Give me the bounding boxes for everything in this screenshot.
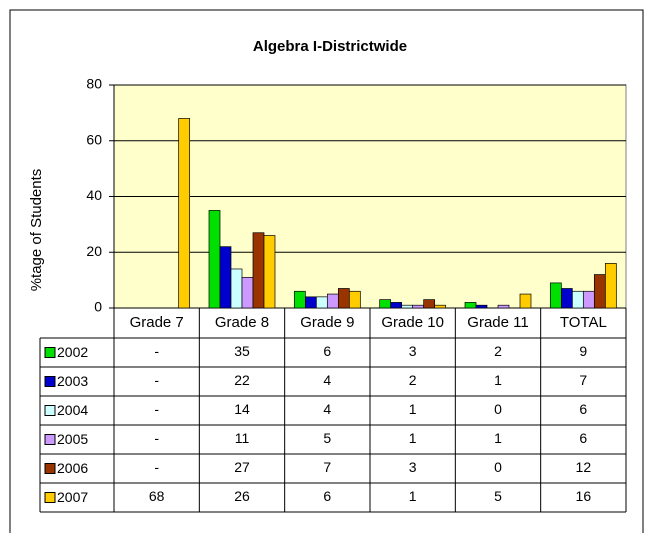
bar — [230, 268, 243, 309]
table-cell: 7 — [323, 459, 331, 475]
bar — [571, 290, 584, 309]
table-cell: 6 — [323, 488, 331, 504]
table-cell: 2 — [409, 372, 417, 388]
table-cell: 1 — [409, 430, 417, 446]
table-cell: - — [154, 343, 159, 359]
table-cell: 4 — [323, 401, 331, 417]
table-cell: 27 — [234, 459, 250, 475]
table-cell: 68 — [149, 488, 165, 504]
table-cell: - — [154, 372, 159, 388]
legend-label: 2002 — [57, 344, 88, 360]
x-tick-label: Grade 10 — [381, 314, 444, 331]
table-cell: 1 — [409, 488, 417, 504]
bar — [497, 304, 510, 309]
table-cell: 12 — [576, 459, 592, 475]
bar — [475, 304, 488, 309]
table-cell: 0 — [494, 459, 502, 475]
x-tick-label: Grade 11 — [467, 314, 528, 331]
legend-swatch — [44, 434, 56, 445]
bar — [337, 288, 350, 309]
bar — [582, 290, 595, 309]
table-cell: 6 — [323, 343, 331, 359]
table-cell: - — [154, 401, 159, 417]
bar — [315, 296, 328, 309]
bar — [241, 276, 254, 309]
bar — [412, 304, 425, 309]
bar — [379, 299, 392, 309]
legend-label: 2007 — [57, 489, 88, 505]
legend-label: 2003 — [57, 373, 88, 389]
bar — [549, 282, 562, 309]
bar — [401, 304, 414, 309]
table-cell: 4 — [323, 372, 331, 388]
y-tick-label: 40 — [86, 187, 102, 203]
table-cell: 16 — [576, 488, 592, 504]
table-cell: 3 — [409, 459, 417, 475]
legend-swatch — [44, 463, 56, 474]
table-cell: 0 — [494, 401, 502, 417]
bar — [208, 210, 221, 309]
legend-swatch — [44, 405, 56, 416]
bar — [178, 118, 191, 309]
bar — [390, 302, 403, 309]
bar — [293, 290, 306, 309]
y-tick-label: 0 — [94, 299, 102, 315]
bar — [263, 235, 276, 309]
legend-swatch — [44, 347, 56, 358]
table-cell: 2 — [494, 343, 502, 359]
x-tick-label: Grade 7 — [130, 314, 184, 331]
table-cell: 1 — [409, 401, 417, 417]
table-cell: 1 — [494, 430, 502, 446]
table-cell: 14 — [234, 401, 250, 417]
legend-label: 2005 — [57, 431, 88, 447]
table-cell: 35 — [234, 343, 250, 359]
x-tick-label: Grade 8 — [215, 314, 269, 331]
bar — [348, 290, 361, 309]
y-tick-label: 20 — [86, 243, 102, 259]
bar — [326, 293, 339, 309]
y-tick-label: 60 — [86, 131, 102, 147]
x-tick-label: TOTAL — [560, 314, 607, 331]
bar — [252, 232, 265, 309]
bar — [423, 299, 436, 309]
bar — [604, 263, 617, 309]
table-cell: - — [154, 459, 159, 475]
bar — [593, 274, 606, 309]
table-cell: 22 — [234, 372, 250, 388]
table-cell: 5 — [323, 430, 331, 446]
legend-label: 2006 — [57, 460, 88, 476]
table-cell: 6 — [579, 401, 587, 417]
y-axis-label: %tage of Students — [28, 169, 45, 292]
table-cell: 3 — [409, 343, 417, 359]
bar — [219, 246, 232, 309]
bar — [434, 304, 447, 309]
table-cell: 5 — [494, 488, 502, 504]
table-cell: 11 — [235, 430, 250, 446]
chart-title: Algebra I-Districtwide — [253, 38, 407, 55]
table-cell: 7 — [579, 372, 587, 388]
table-cell: 9 — [579, 343, 587, 359]
bar — [304, 296, 317, 309]
legend-label: 2004 — [57, 402, 88, 418]
table-cell: - — [154, 430, 159, 446]
table-cell: 6 — [579, 430, 587, 446]
x-tick-label: Grade 9 — [300, 314, 354, 331]
bar — [560, 288, 573, 309]
table-cell: 26 — [234, 488, 250, 504]
legend-swatch — [44, 492, 56, 503]
bar — [464, 302, 477, 309]
bar — [519, 293, 532, 309]
legend-swatch — [44, 376, 56, 387]
table-cell: 1 — [494, 372, 502, 388]
y-tick-label: 80 — [86, 76, 102, 92]
